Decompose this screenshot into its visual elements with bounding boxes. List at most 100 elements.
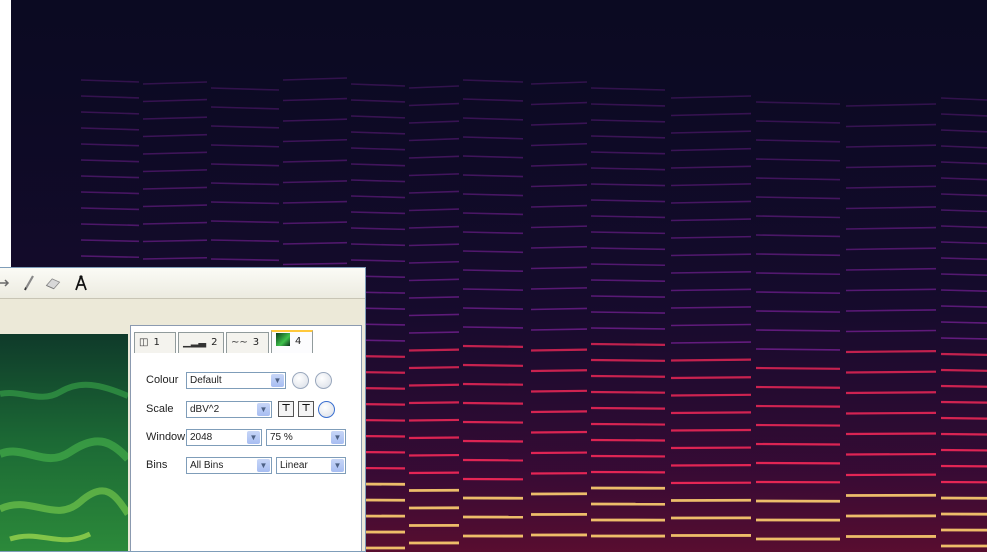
harmonic-band: [142, 204, 208, 208]
harmonic-band: [940, 368, 987, 372]
harmonic-band: [210, 258, 280, 262]
harmonic-band: [282, 241, 348, 245]
harmonic-band: [530, 142, 588, 147]
spectrogram-view[interactable]: [11, 0, 987, 552]
eraser-icon[interactable]: [44, 274, 62, 292]
normalize-columns-button[interactable]: ⊤: [278, 401, 294, 417]
harmonic-band: [845, 370, 937, 374]
harmonic-band: [350, 211, 406, 215]
harmonic-band: [530, 184, 588, 188]
scale-select[interactable]: dBV^2 ▼: [186, 401, 272, 418]
move-arrow-icon[interactable]: [0, 274, 12, 292]
harmonic-band: [845, 206, 937, 210]
toolbar: [0, 268, 365, 299]
harmonic-band: [142, 256, 208, 260]
harmonic-band: [530, 369, 588, 373]
colour-select[interactable]: Default ▼: [186, 372, 286, 389]
harmonic-band: [530, 287, 588, 290]
harmonic-band: [845, 309, 937, 312]
harmonic-band: [845, 267, 937, 271]
harmonic-band: [408, 313, 460, 317]
sonic-visualiser-window: ◫ 1 ▁▂▃ 2 ∼∼ 3 4 Colour Default ▼ Scale dBV…: [0, 267, 366, 552]
harmonic-band: [755, 423, 841, 427]
harmonic-band: [462, 117, 524, 121]
threshold-knob[interactable]: [318, 401, 335, 418]
spectrogram-canvas[interactable]: [11, 0, 987, 552]
tab-4[interactable]: 4: [271, 330, 313, 353]
harmonic-band: [755, 366, 841, 370]
harmonic-band: [408, 243, 460, 247]
harmonic-band: [142, 239, 208, 243]
harmonic-band: [282, 77, 348, 81]
harmonic-band: [845, 350, 937, 354]
harmonic-band: [530, 307, 588, 311]
harmonic-band: [670, 253, 752, 257]
harmonic-band: [282, 180, 348, 184]
harmonic-band: [670, 95, 752, 99]
window-size-select[interactable]: 2048 ▼: [186, 429, 262, 446]
harmonic-band: [845, 144, 937, 148]
harmonic-band: [408, 383, 460, 387]
harmonic-band: [210, 87, 280, 91]
harmonic-band: [530, 328, 588, 331]
harmonic-band: [670, 112, 752, 117]
harmonic-band: [590, 167, 666, 171]
harmonic-band: [530, 266, 588, 270]
colour-rotate-knob[interactable]: [292, 372, 309, 389]
pencil-icon[interactable]: [20, 274, 38, 292]
chevron-down-icon: ▼: [331, 459, 344, 472]
harmonic-band: [282, 97, 348, 102]
harmonic-band: [408, 348, 460, 352]
harmonic-band: [282, 118, 348, 122]
tab-2[interactable]: ▁▂▃ 2: [178, 332, 224, 353]
window-label: Window: [146, 431, 186, 443]
harmonic-band: [530, 122, 588, 126]
harmonic-band: [670, 428, 752, 432]
harmonic-band: [530, 389, 588, 393]
harmonic-band: [940, 289, 987, 292]
green-spectrogram-preview: [0, 334, 128, 551]
harmonic-band: [408, 331, 460, 334]
harmonic-band: [350, 243, 406, 247]
harmonic-band: [670, 411, 752, 415]
harmonic-band: [755, 291, 841, 294]
harmonic-band: [142, 133, 208, 138]
harmonic-band: [670, 341, 752, 344]
harmonic-band: [142, 116, 208, 120]
harmonic-band: [80, 79, 140, 83]
bins-select[interactable]: All Bins ▼: [186, 457, 272, 474]
harmonic-band: [590, 103, 666, 107]
measure-compass-icon[interactable]: [72, 274, 90, 292]
harmonic-band: [350, 179, 406, 183]
tab-3[interactable]: ∼∼ 3: [226, 332, 269, 353]
harmonic-band: [408, 102, 460, 107]
harmonic-band: [845, 247, 937, 251]
colour-gain-knob[interactable]: [315, 372, 332, 389]
frequency-scale-select[interactable]: Linear ▼: [276, 457, 346, 474]
chevron-down-icon: ▼: [271, 374, 284, 387]
harmonic-band: [670, 288, 752, 292]
window-overlap-select[interactable]: 75 % ▼: [266, 429, 346, 446]
harmonic-band: [845, 391, 937, 395]
normalize-visible-button[interactable]: ⊤: [298, 401, 314, 417]
harmonic-band: [940, 432, 987, 436]
harmonic-band: [755, 329, 841, 332]
harmonic-band: [462, 136, 524, 140]
scale-label: Scale: [146, 403, 174, 415]
chevron-down-icon: ▼: [331, 431, 344, 444]
colour-label: Colour: [146, 374, 179, 386]
harmonic-band: [530, 163, 588, 167]
harmonic-band: [408, 278, 460, 282]
waveform-bars-icon: ▁▂▃: [183, 337, 207, 348]
harmonic-band: [845, 411, 937, 415]
harmonic-band: [940, 305, 987, 308]
harmonic-band: [462, 231, 524, 235]
harmonic-band: [845, 226, 937, 230]
tab-1[interactable]: ◫ 1: [134, 332, 176, 353]
harmonic-band: [590, 183, 666, 187]
spectrogram-pane-preview[interactable]: [0, 334, 128, 551]
harmonic-band: [462, 193, 524, 197]
harmonic-band: [530, 245, 588, 249]
harmonic-band: [408, 401, 460, 405]
harmonic-band: [845, 164, 937, 169]
